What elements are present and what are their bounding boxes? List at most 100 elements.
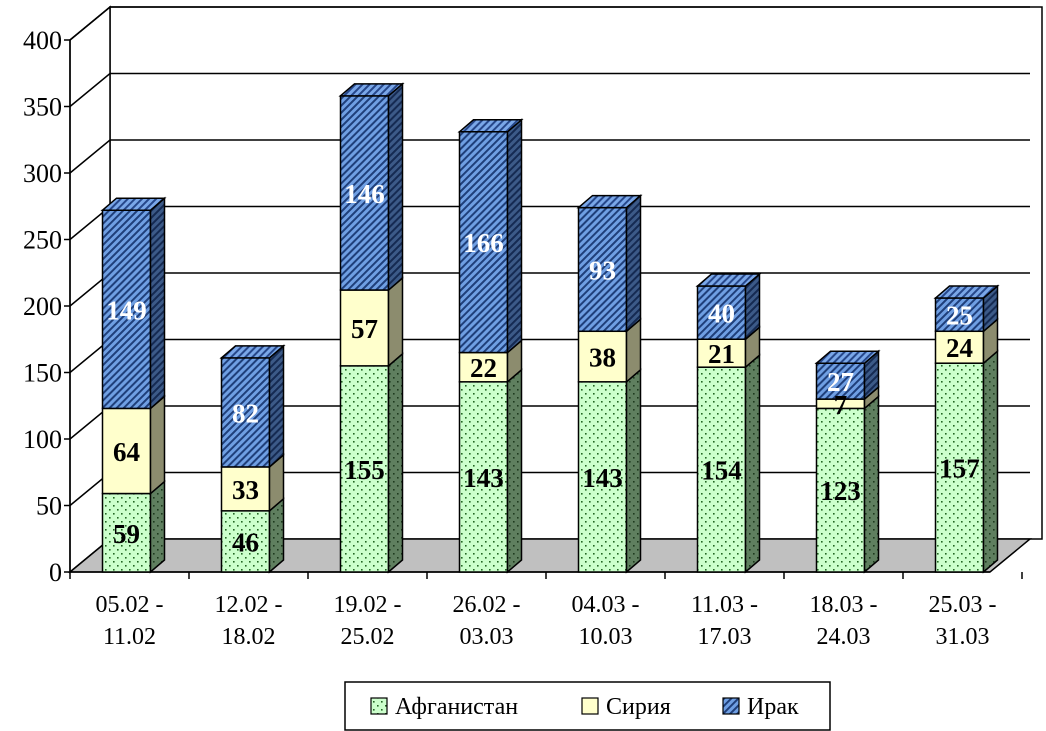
bar-front [934,362,985,573]
data-label: 143 [463,463,504,493]
legend-swatch [722,697,740,715]
data-label: 157 [939,454,980,484]
y-tick-label: 0 [49,558,62,587]
data-label: 22 [470,353,497,383]
bar-front [577,381,628,573]
bar-segment [696,353,761,574]
x-tick-label: 19.02 - [334,592,402,618]
bar-top [576,194,643,209]
x-tick-label: 31.03 [936,624,990,650]
x-tick-label: 18.03 - [810,592,878,618]
y-tick-label: 150 [23,359,62,388]
legend-label: Афганистан [395,694,518,720]
x-tick-label: 11.02 [103,624,156,650]
data-label: 25 [946,301,973,331]
bar-side [149,196,166,411]
bar-front [220,357,271,468]
data-label: 24 [946,333,973,363]
data-label: 64 [113,437,140,467]
data-label: 57 [351,314,378,344]
y-tick-label: 250 [23,226,62,255]
bar-front [339,365,390,573]
bar-front [220,466,271,512]
bar-side [625,193,642,333]
bar-top [100,197,167,211]
bar-front [339,289,390,367]
legend-swatch [370,697,388,715]
x-tick-label: 05.02 - [96,592,164,618]
data-label: 40 [708,299,735,329]
bar-side [744,353,761,574]
x-tick-label: 11.03 - [691,592,758,618]
bar-segment [933,284,1000,333]
bar-front [458,351,509,383]
data-label: 7 [834,390,848,420]
data-label: 21 [708,339,735,369]
data-label: 123 [820,476,861,506]
bar-segment [934,317,999,365]
x-tick-label: 10.03 [579,624,633,650]
y-tick-label: 400 [23,26,62,55]
gridline [69,139,1030,174]
legend-label: Сирия [606,694,671,720]
bar-segment [220,497,285,574]
y-tick-label: 100 [23,425,62,454]
bar-side [268,344,285,469]
bar-side [625,368,642,574]
bar-segment [339,352,404,574]
x-tick-label: 24.03 [817,624,871,650]
bar-front [696,338,747,368]
bar-side [387,82,404,292]
bar-front [220,510,271,573]
x-tick-label: 26.02 - [453,592,521,618]
bar-top [814,350,881,364]
x-tick-label: 17.03 [698,624,752,650]
bar-segment [576,193,643,333]
bar-segment [457,118,524,355]
bar-segment [219,344,286,469]
legend-label: Ирак [747,694,799,720]
bar-side [387,352,404,574]
x-tick-label: 18.02 [222,624,276,650]
data-label: 166 [463,228,504,258]
data-label: 33 [232,475,259,505]
bar-front [815,407,866,573]
bar-top [338,83,405,97]
bar-front [815,362,866,400]
bar-front [934,330,985,364]
data-label: 46 [232,527,259,557]
bar-side [506,118,523,355]
bar-segment [577,317,642,384]
bar-top [219,345,286,359]
data-label: 27 [827,367,854,397]
bar-segment [815,394,880,574]
data-label: 93 [589,255,616,285]
bar-segment [100,196,167,411]
data-label: 59 [113,519,140,549]
bar-segment [814,349,881,401]
bar-side [982,349,999,574]
x-tick-label: 03.03 [460,624,514,650]
data-label: 82 [232,398,259,428]
bar-segment [338,82,405,292]
bar-segment [339,276,404,368]
chart-floor [67,538,1033,573]
legend: Афганистан Сирия Ирак [344,681,831,731]
data-label: 154 [701,456,742,486]
bar-segment [101,394,166,496]
data-label: 143 [582,463,623,493]
x-tick-label: 25.02 [341,624,395,650]
bar-segment [577,368,642,574]
bar-front [339,95,390,291]
y-tick-label: 200 [23,292,62,321]
x-tick-label: 04.03 - [572,592,640,618]
data-label: 149 [106,295,147,325]
data-label: 155 [344,455,385,485]
bar-segment [695,272,762,341]
x-tick-label: 12.02 - [215,592,283,618]
y-tick-label: 50 [36,492,62,521]
bar-side [149,479,166,574]
bar-front [696,366,747,573]
legend-swatch [581,697,599,715]
